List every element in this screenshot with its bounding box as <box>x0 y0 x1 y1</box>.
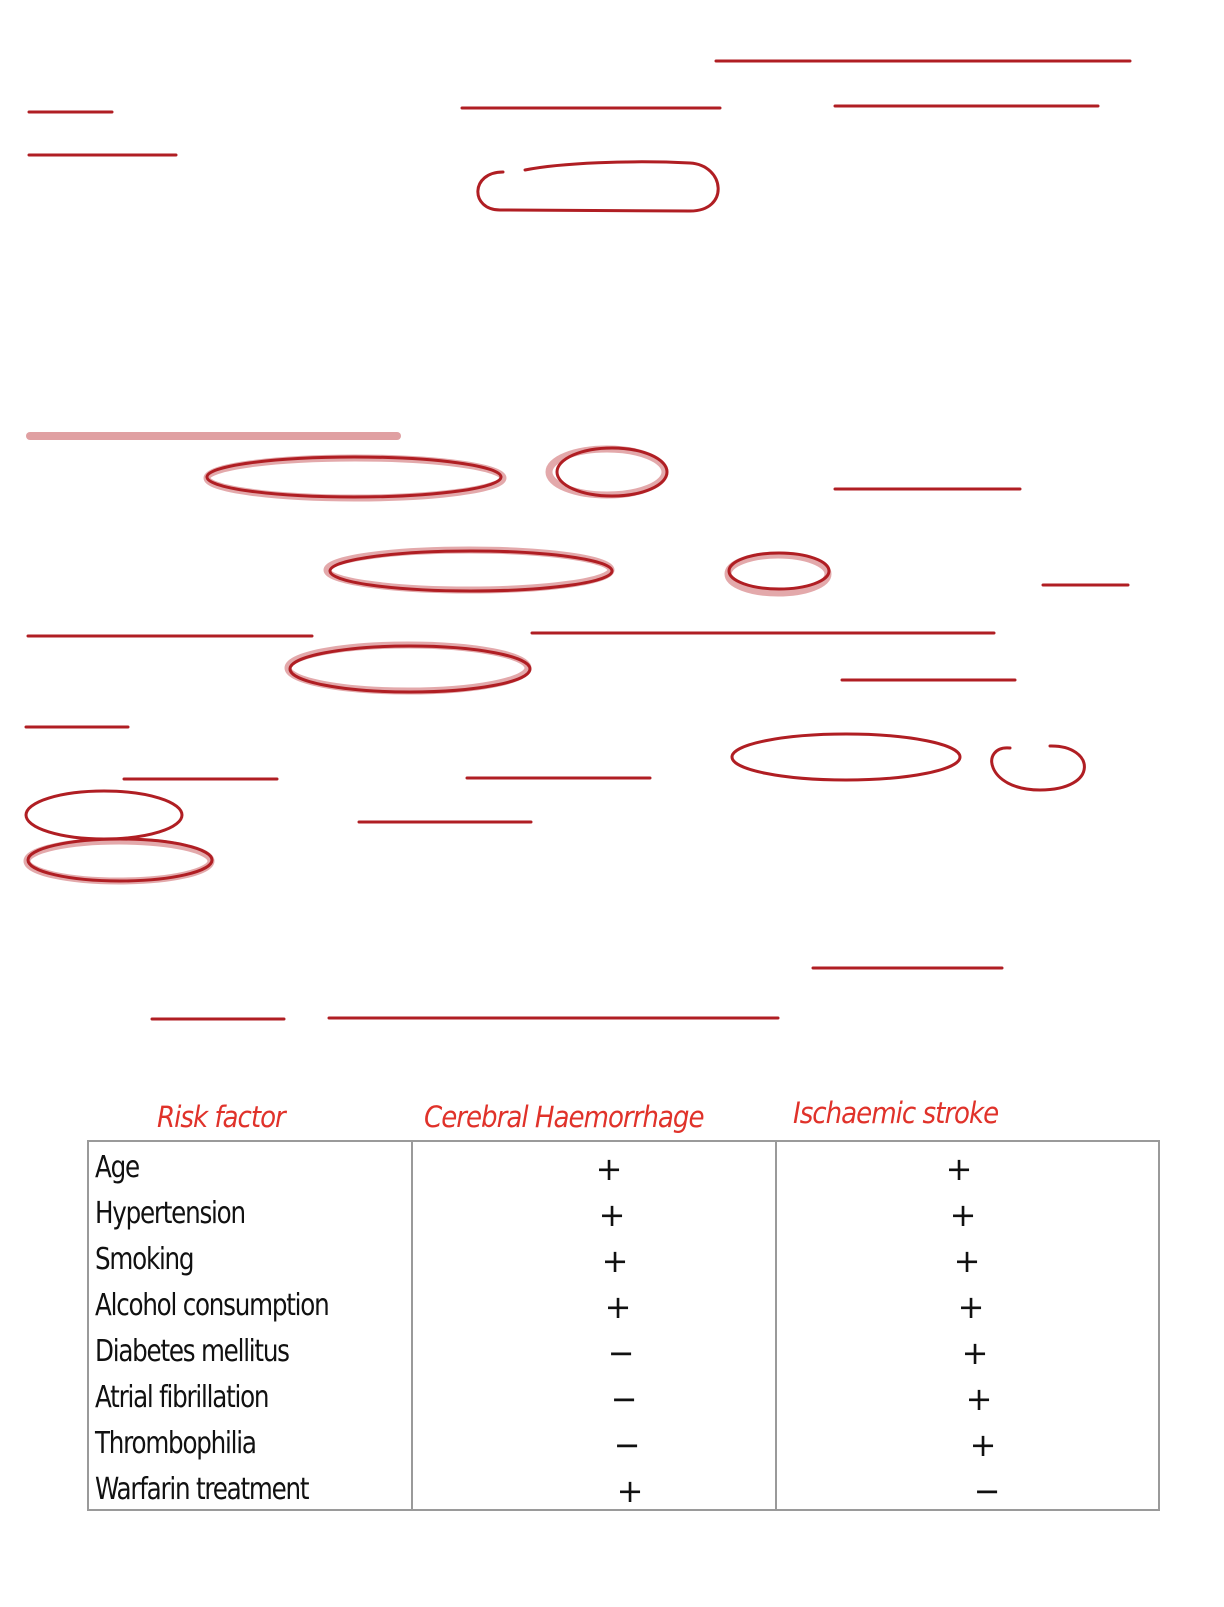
circle-mark <box>288 644 532 694</box>
highlight-circle <box>545 445 669 499</box>
haemorrhage-cell: + <box>616 1472 644 1510</box>
table-row: Alcohol consumption + + <box>89 1288 1158 1335</box>
haemorrhage-cell: − <box>610 1380 638 1418</box>
ischaemic-cell: + <box>949 1196 977 1234</box>
table-row: Age + + <box>89 1150 1158 1197</box>
risk-factor-cell: Warfarin treatment <box>95 1472 310 1507</box>
haemorrhage-cell: + <box>601 1242 629 1280</box>
ischaemic-cell: − <box>973 1472 1001 1510</box>
table-row: Atrial fibrillation − + <box>89 1380 1158 1427</box>
ischaemic-cell: + <box>969 1426 997 1464</box>
circle-mark <box>476 160 720 213</box>
haemorrhage-cell: + <box>598 1196 626 1234</box>
risk-factor-cell: Age <box>95 1150 140 1185</box>
ischaemic-cell: + <box>965 1380 993 1418</box>
risk-factor-cell: Thrombophilia <box>95 1426 257 1461</box>
ischaemic-cell: + <box>957 1288 985 1326</box>
risk-factor-cell: Smoking <box>95 1242 195 1277</box>
circle-mark <box>990 744 1086 792</box>
table-row: Diabetes mellitus − + <box>89 1334 1158 1381</box>
circle-mark <box>730 732 962 782</box>
header-risk-factor: Risk factor <box>157 1100 286 1134</box>
circle-mark <box>727 551 831 591</box>
risk-factor-cell: Atrial fibrillation <box>95 1380 270 1415</box>
haemorrhage-cell: − <box>607 1334 635 1372</box>
table-row: Warfarin treatment + − <box>89 1472 1158 1519</box>
column-divider <box>775 1142 777 1509</box>
risk-factor-table: Age + + Hypertension + + Smoking + + Alcohol cons… <box>87 1140 1160 1511</box>
highlight-circle <box>724 551 832 597</box>
circle-mark <box>555 446 669 498</box>
haemorrhage-cell: + <box>595 1150 623 1188</box>
ischaemic-cell: + <box>961 1334 989 1372</box>
haemorrhage-cell: + <box>604 1288 632 1326</box>
risk-factor-cell: Hypertension <box>95 1196 246 1231</box>
circle-mark <box>205 455 503 499</box>
haemorrhage-cell: − <box>613 1426 641 1464</box>
circle-mark <box>328 549 614 593</box>
ischaemic-cell: + <box>953 1242 981 1280</box>
header-ischaemic-stroke: Ischaemic stroke <box>793 1096 999 1130</box>
table-row: Hypertension + + <box>89 1196 1158 1243</box>
table-row: Thrombophilia − + <box>89 1426 1158 1473</box>
ischaemic-cell: + <box>945 1150 973 1188</box>
circle-mark <box>26 837 214 883</box>
risk-factor-cell: Diabetes mellitus <box>95 1334 290 1369</box>
circle-mark <box>24 789 184 841</box>
risk-factor-cell: Alcohol consumption <box>95 1288 330 1323</box>
table-row: Smoking + + <box>89 1242 1158 1289</box>
header-cerebral-haemorrhage: Cerebral Haemorrhage <box>424 1100 705 1134</box>
column-divider <box>411 1142 413 1509</box>
